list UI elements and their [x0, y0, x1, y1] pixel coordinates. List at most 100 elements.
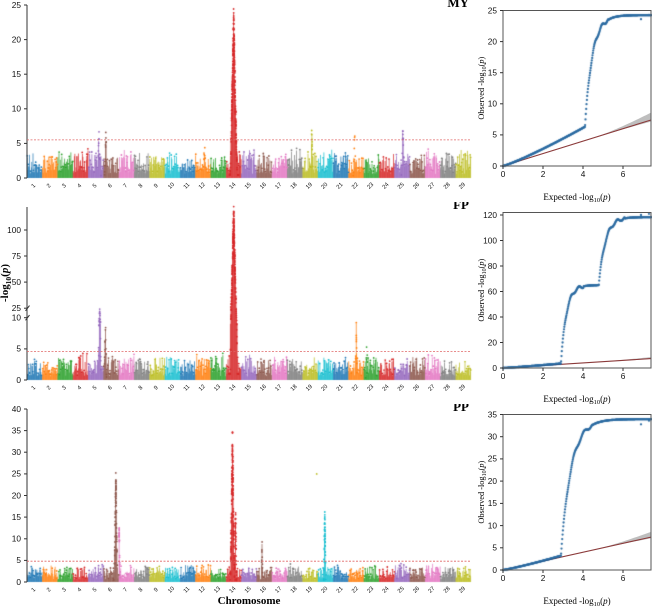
svg-text:2: 2	[541, 371, 546, 381]
svg-text:100: 100	[483, 235, 497, 245]
svg-text:11: 11	[183, 384, 192, 393]
svg-text:29: 29	[458, 586, 467, 595]
svg-text:PP: PP	[453, 404, 469, 414]
svg-text:22: 22	[351, 182, 360, 191]
svg-text:11: 11	[183, 586, 192, 595]
svg-text:6: 6	[107, 587, 114, 594]
svg-text:20: 20	[488, 476, 498, 486]
svg-text:16: 16	[259, 384, 268, 393]
svg-text:15: 15	[488, 68, 498, 78]
svg-text:5: 5	[492, 130, 497, 140]
svg-text:10: 10	[12, 534, 22, 544]
svg-text:13: 13	[213, 384, 222, 393]
svg-text:24: 24	[382, 181, 391, 190]
svg-text:80: 80	[488, 261, 498, 271]
svg-text:0: 0	[492, 161, 497, 171]
svg-text:4: 4	[77, 182, 84, 189]
svg-text:2: 2	[541, 573, 546, 583]
svg-text:28: 28	[443, 384, 452, 393]
svg-text:6: 6	[107, 183, 114, 190]
svg-text:5: 5	[16, 138, 21, 148]
svg-text:15: 15	[244, 384, 253, 393]
svg-text:9: 9	[153, 385, 160, 392]
svg-text:23: 23	[366, 182, 375, 191]
svg-text:40: 40	[488, 312, 498, 322]
svg-text:23: 23	[366, 586, 375, 595]
svg-text:2: 2	[46, 587, 53, 594]
svg-text:26: 26	[412, 384, 421, 393]
svg-text:26: 26	[412, 182, 421, 191]
svg-text:4: 4	[77, 586, 84, 593]
svg-text:5: 5	[16, 555, 21, 565]
svg-text:30: 30	[12, 447, 22, 457]
svg-text:0: 0	[501, 371, 506, 381]
svg-text:5: 5	[16, 344, 21, 354]
svg-text:17: 17	[274, 384, 283, 393]
svg-text:24: 24	[382, 585, 391, 594]
svg-text:1: 1	[31, 587, 38, 594]
svg-text:4: 4	[77, 384, 84, 391]
svg-text:14: 14	[229, 585, 238, 594]
svg-text:17: 17	[274, 182, 283, 191]
svg-text:Observed -log10(p): Observed -log10(p)	[477, 57, 488, 120]
svg-text:10: 10	[167, 384, 176, 393]
svg-text:25: 25	[12, 0, 22, 10]
svg-text:28: 28	[443, 182, 452, 191]
svg-text:22: 22	[351, 586, 360, 595]
svg-text:10: 10	[488, 99, 498, 109]
svg-text:3: 3	[61, 587, 68, 594]
svg-text:5: 5	[92, 587, 99, 594]
svg-text:15: 15	[12, 69, 22, 79]
svg-text:4: 4	[581, 169, 586, 179]
svg-text:20: 20	[320, 384, 329, 393]
svg-text:1: 1	[31, 385, 38, 392]
svg-text:12: 12	[198, 384, 207, 393]
svg-text:25: 25	[12, 303, 22, 313]
svg-text:21: 21	[336, 182, 345, 191]
svg-text:MY: MY	[447, 0, 469, 10]
svg-text:35: 35	[12, 425, 22, 435]
svg-text:25: 25	[488, 5, 498, 15]
svg-text:11: 11	[183, 182, 192, 191]
svg-text:14: 14	[229, 383, 238, 392]
svg-text:25: 25	[397, 586, 406, 595]
svg-text:40: 40	[12, 404, 22, 414]
svg-text:28: 28	[443, 586, 452, 595]
svg-text:16: 16	[259, 182, 268, 191]
svg-text:29: 29	[458, 384, 467, 393]
svg-text:23: 23	[366, 384, 375, 393]
svg-text:10: 10	[12, 313, 22, 323]
svg-text:15: 15	[244, 182, 253, 191]
svg-text:Expected -log10(p): Expected -log10(p)	[543, 192, 610, 202]
svg-text:60: 60	[488, 286, 498, 296]
svg-text:3: 3	[61, 385, 68, 392]
svg-text:20: 20	[12, 490, 22, 500]
svg-text:24: 24	[382, 383, 391, 392]
svg-text:6: 6	[621, 371, 626, 381]
svg-text:Observed -log10(p): Observed -log10(p)	[477, 259, 488, 322]
svg-text:9: 9	[153, 183, 160, 190]
svg-text:3: 3	[61, 183, 68, 190]
svg-text:20: 20	[488, 36, 498, 46]
svg-text:Expected -log10(p): Expected -log10(p)	[543, 596, 610, 606]
svg-text:26: 26	[412, 586, 421, 595]
svg-text:20: 20	[488, 337, 498, 347]
svg-text:30: 30	[488, 432, 498, 442]
svg-text:21: 21	[336, 586, 345, 595]
svg-text:13: 13	[213, 182, 222, 191]
svg-text:FP: FP	[453, 202, 469, 212]
svg-text:0: 0	[16, 173, 21, 183]
svg-text:6: 6	[621, 169, 626, 179]
svg-text:22: 22	[351, 384, 360, 393]
svg-text:2: 2	[46, 385, 53, 392]
svg-text:0: 0	[16, 577, 21, 587]
svg-text:21: 21	[336, 384, 345, 393]
svg-text:35: 35	[488, 409, 498, 419]
svg-text:18: 18	[290, 586, 299, 595]
svg-text:0: 0	[492, 565, 497, 575]
svg-text:5: 5	[492, 543, 497, 553]
svg-text:17: 17	[274, 586, 283, 595]
svg-text:19: 19	[305, 586, 314, 595]
svg-text:8: 8	[138, 183, 145, 190]
svg-text:27: 27	[428, 384, 437, 393]
